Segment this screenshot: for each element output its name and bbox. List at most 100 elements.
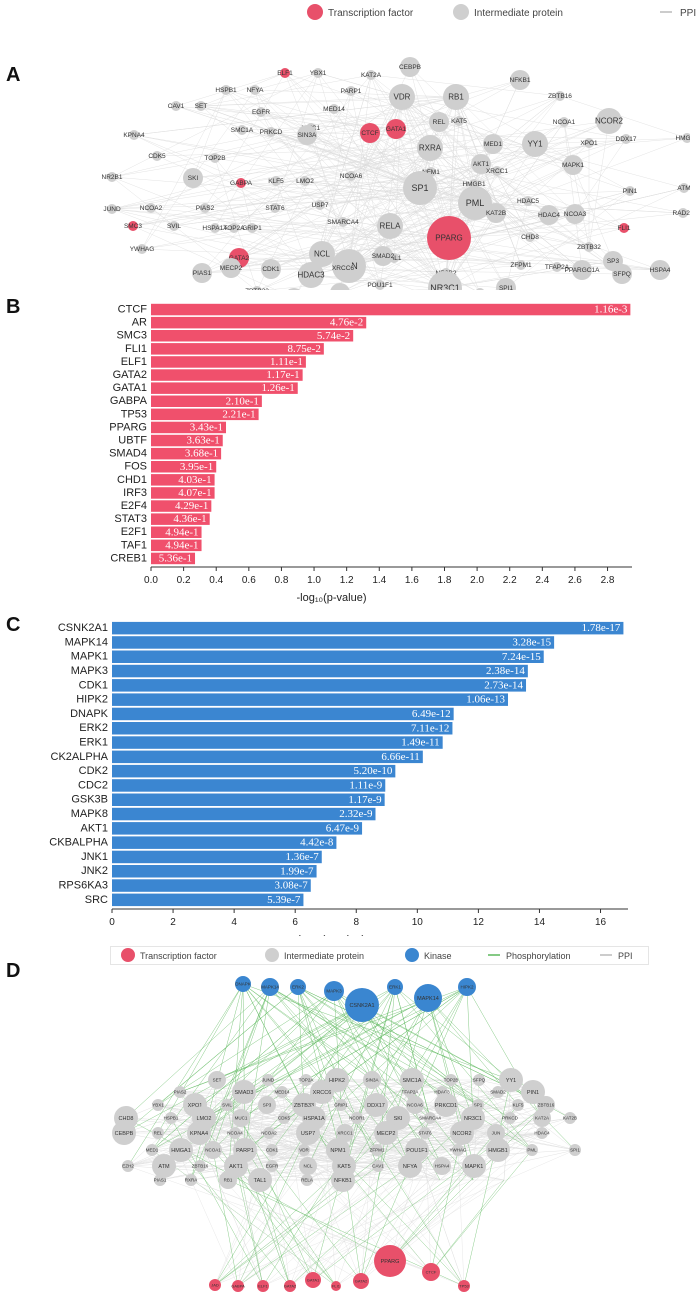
bar-mapk14: MAPK14 3.28e-15 (65, 636, 555, 649)
ip-node-egfr: EGFR (266, 1160, 279, 1172)
node-label: NFYA (247, 87, 265, 94)
node-label: CSNK2A1 (349, 1003, 374, 1009)
node-label: POU1F1 (406, 1148, 427, 1154)
node-rxra: RXRA (417, 135, 443, 161)
node-label: SVIL (167, 223, 181, 230)
ip-node-hspb1: HSPB1 (164, 1112, 179, 1124)
ip-node-cav1: CAV1 (372, 1160, 384, 1172)
node-label: SMC1A (231, 127, 254, 134)
node-label: HSPA4 (435, 1164, 450, 1169)
node-nfkb1: NFKB1 (510, 70, 531, 90)
node-label: SP1 (411, 183, 428, 193)
node-label: TOP2A (223, 225, 245, 232)
ip-node-pias1: PIAS1 (154, 1174, 167, 1186)
kinase-node-csnk2a1: CSNK2A1 (345, 988, 379, 1022)
category-label: SMC3 (116, 330, 147, 342)
node-spi1: SPI1 (496, 278, 516, 290)
node-circle (288, 288, 300, 290)
ppi-edge (317, 72, 403, 98)
ppi-edge (214, 182, 242, 229)
node-label: XPO1 (188, 1103, 203, 1109)
node-label: MED14 (323, 106, 345, 113)
node-circle (266, 127, 276, 137)
ip-node-kat2a: KAT2A (533, 1109, 551, 1127)
ppi-edge (429, 147, 583, 271)
node-cdk5: CDK5 (148, 151, 166, 161)
category-label: CDC2 (78, 779, 108, 791)
node-label: KAT2B (486, 210, 506, 217)
node-label: XRCC6 (313, 1090, 332, 1096)
phosphorylation-edge (269, 986, 479, 1106)
node-circle (625, 186, 635, 196)
node-circle (522, 131, 548, 157)
node-label: NCL (303, 1164, 312, 1169)
node-circle (473, 1074, 485, 1086)
node-pparg: PPARG (427, 216, 471, 260)
node-label: GATA1 (386, 126, 407, 133)
node-circle (386, 119, 406, 139)
category-label: CDK2 (79, 765, 108, 777)
ip-node-jund: JUND (262, 1074, 275, 1086)
node-ctcf: CTCF (360, 123, 380, 143)
legend-d-tf-label: Transcription factor (140, 951, 217, 961)
ppi-edge (505, 190, 631, 289)
node-circle (504, 1112, 516, 1124)
ppi-edge (312, 1104, 519, 1281)
node-circle (261, 259, 281, 279)
node-mecp2: MECP2 (220, 258, 243, 278)
node-sp1: SP1 (403, 171, 437, 205)
ppi-edge (262, 1179, 379, 1287)
node-label: NCOA6 (407, 1103, 423, 1108)
ip-node-klf5: KLF5 (512, 1099, 524, 1111)
node-circle (469, 179, 479, 189)
node-label: EGFR (266, 1164, 279, 1169)
node-label: ZBTB16 (538, 1103, 555, 1108)
node-smarca4: SMARCA4 (327, 217, 359, 227)
node-label: MAPK14 (417, 996, 439, 1002)
node-sin3a: SIN3A (297, 125, 317, 145)
bar-elf1: ELF1 1.11e-1 (121, 356, 306, 368)
ppi-edge (111, 96, 457, 178)
ip-node-mecp2: MECP2 (374, 1121, 398, 1145)
ppi-edge (123, 1132, 214, 1151)
x-tick-label: 0.8 (274, 575, 288, 586)
node-circle (112, 1121, 136, 1145)
node-label: ZBTB32 (577, 244, 601, 251)
legend-d-kinase-swatch (405, 948, 419, 962)
ppi-edge (389, 183, 475, 227)
node-label: SP1 (474, 1103, 483, 1108)
bar-rect (151, 421, 227, 434)
node-ywhag: YWHAG (130, 244, 154, 254)
ip-node-pml: PML (526, 1144, 538, 1156)
node-label: HIPK2 (329, 1078, 345, 1084)
phosphorylation-edge (123, 986, 299, 1134)
node-circle (263, 1127, 275, 1139)
node-circle (678, 208, 688, 218)
ip-node-hmgb1: HMGB1 (486, 1138, 510, 1162)
ppi-edge (401, 96, 531, 238)
ip-node-hspa4: HSPA4 (433, 1157, 451, 1175)
node-circle (229, 1127, 241, 1139)
tf-node-gabpa: GABPA (231, 1280, 245, 1292)
ip-node-kat2b: KAT2B (563, 1112, 577, 1124)
node-chd8: CHD8 (521, 232, 539, 242)
node-med14: MED14 (323, 104, 345, 114)
bar-stat3: STAT3 4.36e-1 (114, 513, 210, 525)
node-label: KLF5 (513, 1103, 524, 1108)
node-nfya: NFYA (247, 85, 265, 95)
node-label: XRCC1 (486, 168, 508, 175)
ppi-edge (393, 95, 561, 259)
node-circle (364, 1093, 388, 1117)
bar-rect (151, 408, 259, 421)
value-label: 8.75e-2 (288, 343, 321, 355)
tf-node-elf1: ELF1 (257, 1280, 269, 1292)
phosphorylation-edge (389, 1165, 475, 1262)
node-label: NCOA3 (564, 211, 587, 218)
node-label: CEBPB (115, 1131, 134, 1137)
ppi-edge (200, 96, 403, 107)
bar-rect (151, 552, 196, 565)
ppi-edge (281, 1091, 362, 1282)
node-label: PRKCD (260, 129, 283, 136)
x-tick-label: 2.2 (503, 575, 517, 586)
bar-ck2alpha: CK2ALPHA 6.66e-11 (51, 750, 423, 764)
